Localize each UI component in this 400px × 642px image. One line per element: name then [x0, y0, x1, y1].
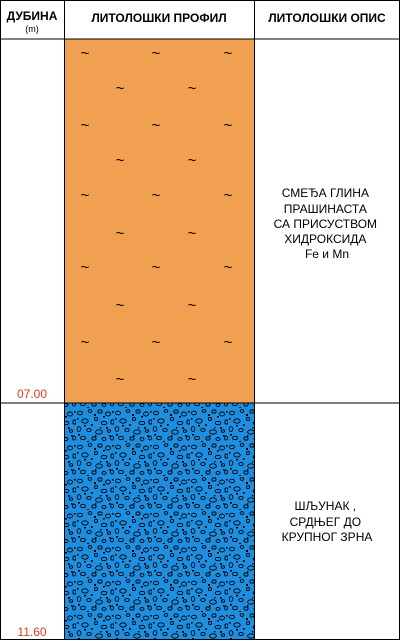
clay-tilde-symbol: ~ [188, 152, 197, 169]
description-layer-1-line: Fe и Mn [305, 247, 349, 261]
description-layer-1-line: ХИДРОКСИДА [284, 232, 366, 246]
clay-tilde-symbol: ~ [152, 187, 161, 204]
depth-header: ДУБИНА [7, 9, 58, 23]
clay-tilde-symbol: ~ [152, 334, 161, 351]
clay-tilde-symbol: ~ [81, 259, 90, 276]
clay-tilde-symbol: ~ [188, 297, 197, 314]
description-layer-2-line: КРУПНОГ ЗРНА [282, 530, 373, 544]
clay-layer-fill [64, 39, 255, 403]
depth-unit: (m) [25, 24, 39, 34]
clay-tilde-symbol: ~ [116, 371, 125, 388]
description-layer-1-line: ПРАШИНАСТА [284, 202, 367, 216]
clay-tilde-symbol: ~ [152, 117, 161, 134]
depth-label-layer-1: 07.00 [17, 387, 47, 401]
clay-tilde-symbol: ~ [81, 187, 90, 204]
depth-label-layer-2: 11.60 [17, 625, 46, 639]
clay-tilde-symbol: ~ [116, 225, 125, 242]
clay-tilde-symbol: ~ [81, 117, 90, 134]
clay-tilde-symbol: ~ [116, 297, 125, 314]
description-layer-1: СМЕЂА ГЛИНА ПРАШИНАСТА СА ПРИСУСТВОМ ХИД… [274, 186, 381, 261]
description-layer-2: ШЉУНАК , СРДЊЕГ ДО КРУПНОГ ЗРНА [282, 499, 373, 544]
description-layer-2-line: ШЉУНАК , [295, 499, 357, 513]
gravel-pattern [64, 403, 255, 639]
clay-tilde-symbol: ~ [224, 187, 233, 204]
description-layer-1-line: СА ПРИСУСТВОМ [274, 217, 377, 231]
clay-tilde-symbol: ~ [224, 45, 233, 62]
description-layer-1-line: СМЕЂА ГЛИНА [282, 186, 369, 200]
clay-tilde-symbol: ~ [152, 45, 161, 62]
clay-tilde-symbol: ~ [116, 80, 125, 97]
clay-symbols: ~ ~ ~ ~ ~ ~ ~ ~ ~ ~ ~ ~ ~ ~ ~ ~ ~ ~ ~ ~ ~ ~ ~ ~ ~ [81, 45, 233, 388]
clay-tilde-symbol: ~ [152, 259, 161, 276]
description-header: ЛИТОЛОШКИ ОПИС [268, 11, 386, 25]
profile-header: ЛИТОЛОШКИ ПРОФИЛ [91, 11, 226, 25]
clay-tilde-symbol: ~ [188, 371, 197, 388]
clay-tilde-symbol: ~ [224, 334, 233, 351]
clay-tilde-symbol: ~ [188, 80, 197, 97]
description-layer-2-line: СРДЊЕГ ДО [290, 515, 361, 529]
clay-tilde-symbol: ~ [81, 45, 90, 62]
clay-tilde-symbol: ~ [81, 334, 90, 351]
clay-tilde-symbol: ~ [188, 225, 197, 242]
clay-tilde-symbol: ~ [224, 117, 233, 134]
clay-tilde-symbol: ~ [224, 259, 233, 276]
clay-tilde-symbol: ~ [116, 152, 125, 169]
